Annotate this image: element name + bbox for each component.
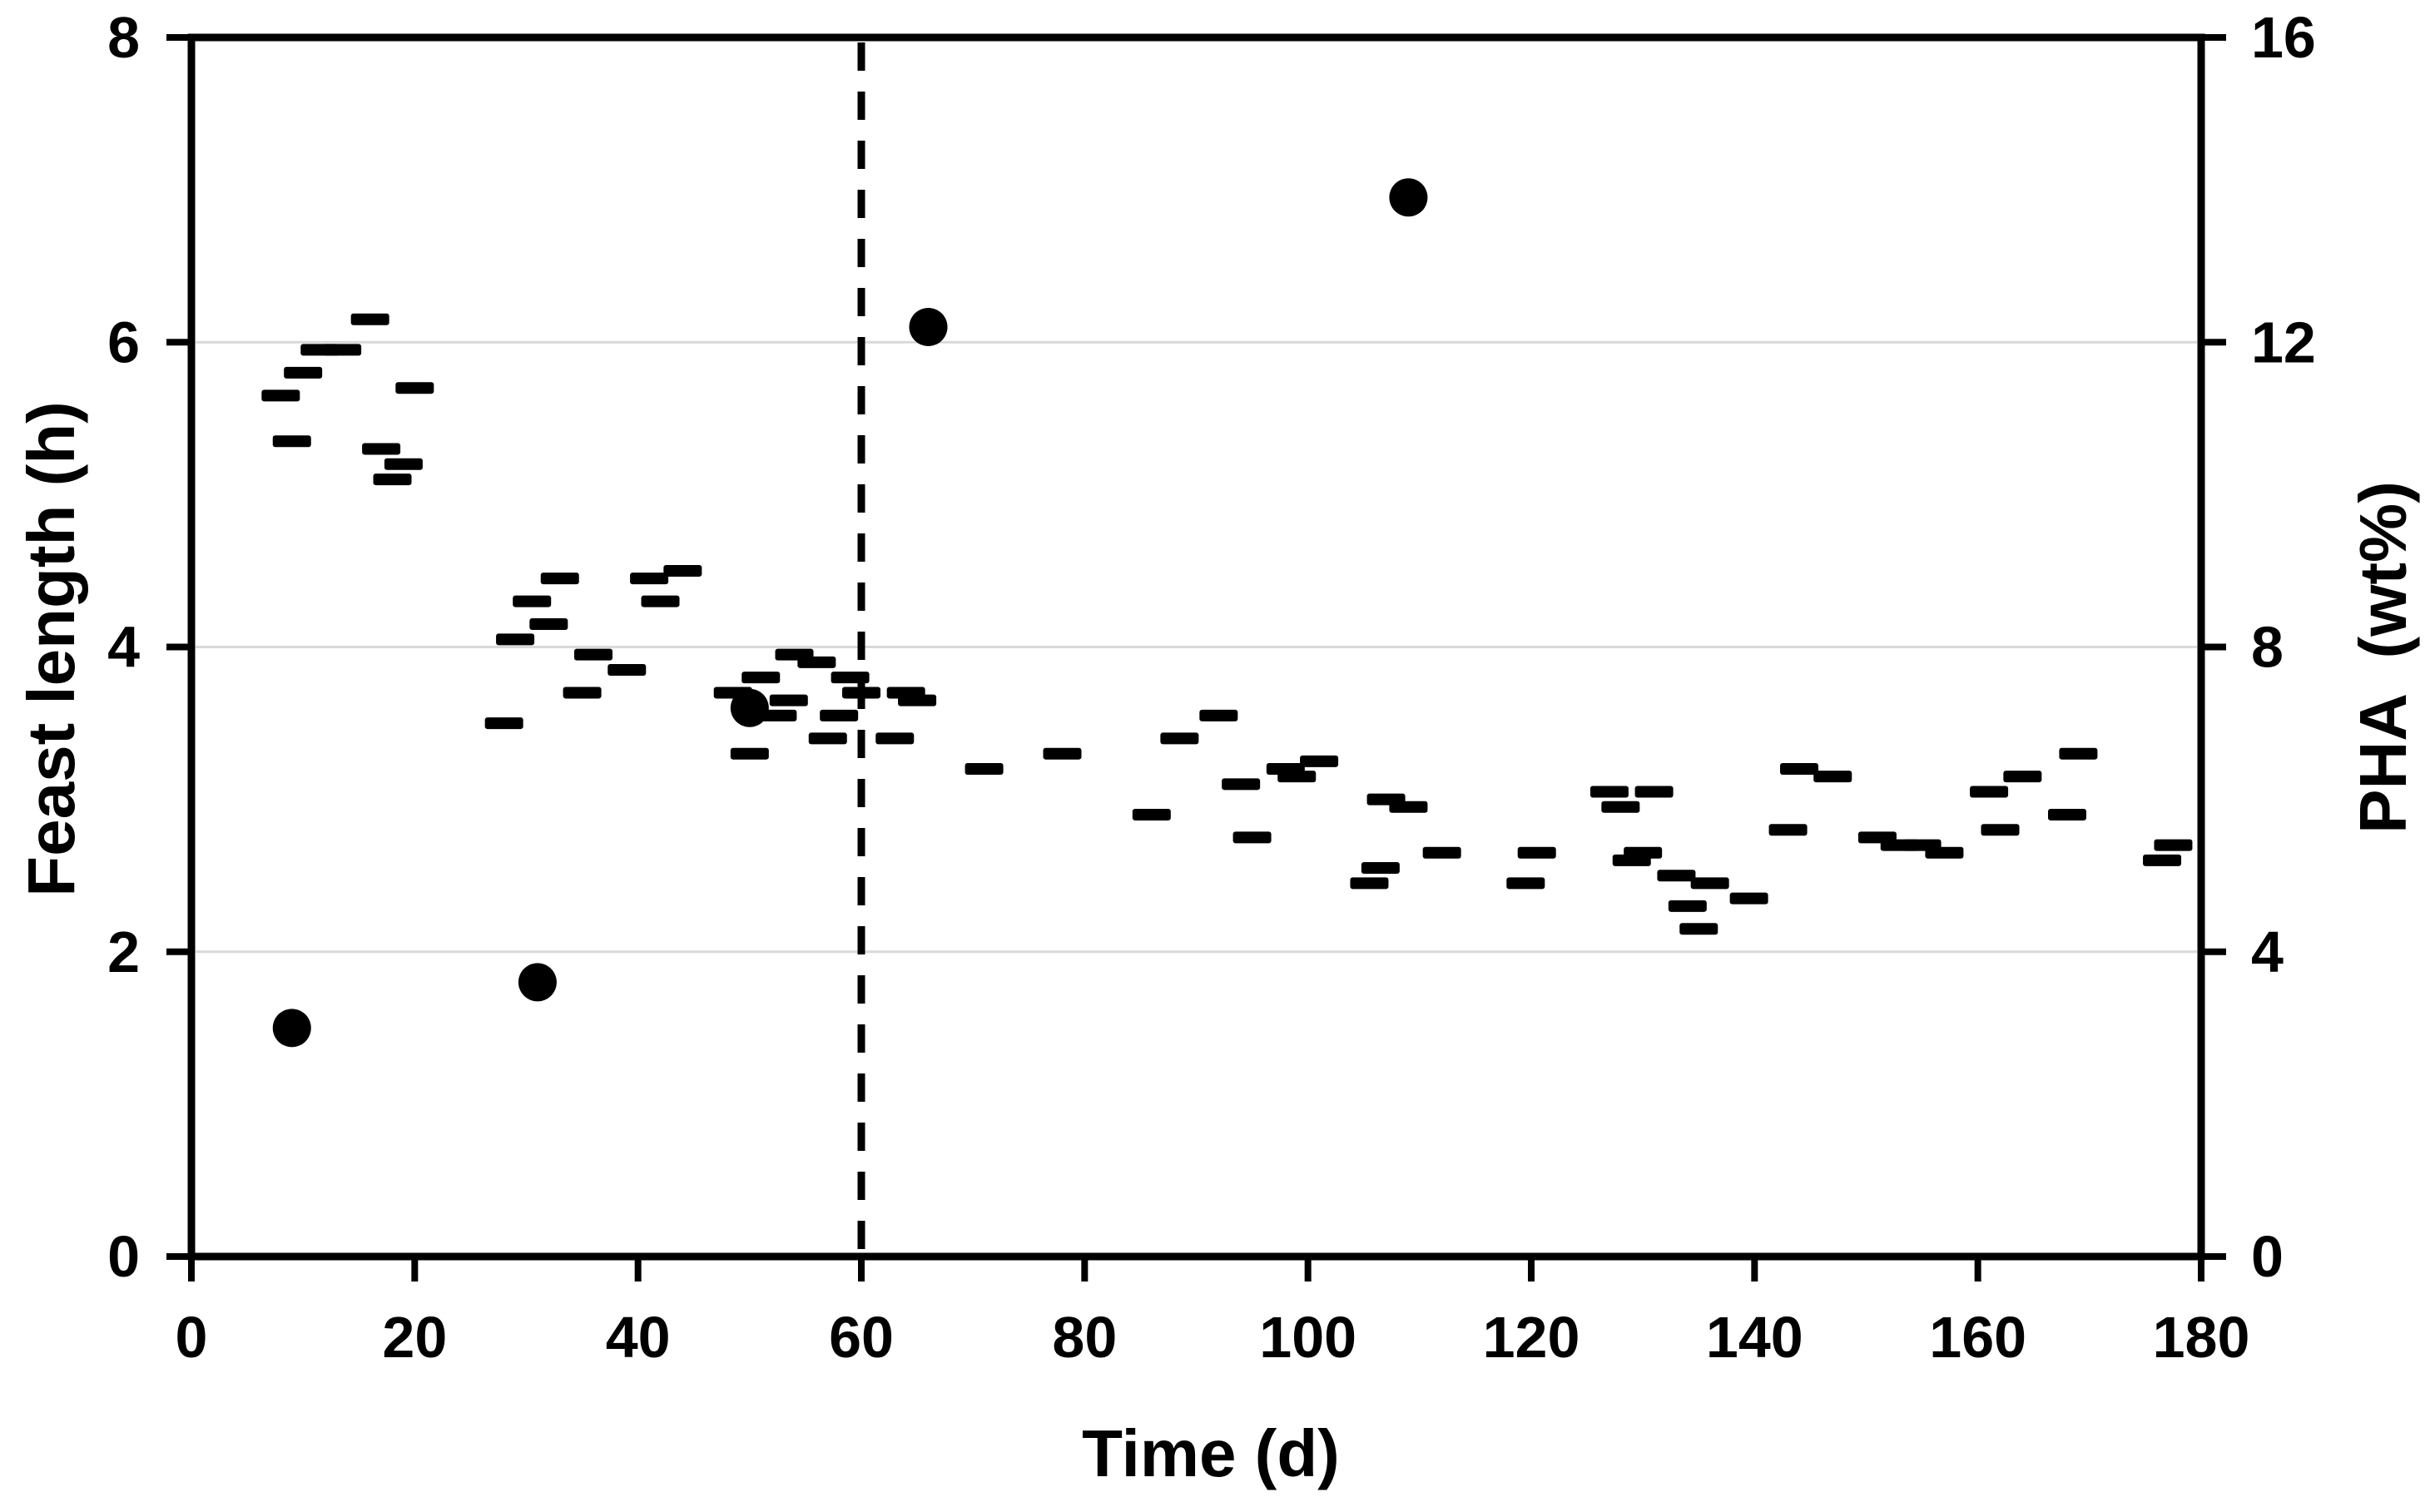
feast-length-dash-marker: [1277, 771, 1317, 783]
feast-length-dash-marker: [831, 672, 870, 684]
feast-length-dash-marker: [1729, 892, 1768, 905]
feast-length-dash-marker: [1361, 862, 1400, 875]
feast-length-dash-marker: [1768, 824, 1808, 836]
feast-length-dash-marker: [820, 709, 859, 721]
feast-length-dash-marker: [663, 564, 702, 577]
x-tick-label: 160: [1929, 1305, 2026, 1370]
feast-length-dash-marker: [1780, 763, 1818, 775]
feast-length-dash-marker: [630, 573, 669, 585]
feast-length-dash-marker: [284, 366, 323, 379]
feast-length-dash-marker: [323, 344, 362, 356]
feast-length-dash-marker: [1601, 801, 1640, 813]
x-tick-label: 100: [1259, 1305, 1356, 1370]
right-y-tick-label: 12: [2251, 310, 2316, 374]
left-y-tick-label: 4: [107, 615, 140, 680]
x-axis-title: Time (d): [1082, 1416, 1340, 1490]
right-y-tick-label: 0: [2251, 1224, 2284, 1289]
left-y-tick-label: 2: [107, 920, 140, 984]
pha-circle-marker: [1389, 178, 1428, 217]
x-tick-label: 120: [1483, 1305, 1580, 1370]
feast-length-dash-marker: [1624, 846, 1663, 859]
feast-length-dash-marker: [1389, 801, 1428, 813]
right-y-axis-title: PHA (wt%): [2346, 481, 2420, 834]
x-tick-label: 140: [1706, 1305, 1803, 1370]
feast-length-dash-marker: [563, 687, 602, 699]
feast-length-dash-marker: [1925, 846, 1964, 859]
pha-circle-marker: [518, 963, 557, 1002]
feast-length-dash-marker: [608, 663, 647, 676]
feast-length-dash-marker: [1690, 877, 1729, 890]
feast-length-dash-marker: [1232, 831, 1272, 844]
feast-length-dash-marker: [362, 443, 401, 455]
x-tick-label: 20: [382, 1305, 447, 1370]
feast-length-dash-marker: [1634, 786, 1674, 798]
right-y-tick-label: 4: [2251, 920, 2284, 984]
feast-length-dash-marker: [1132, 808, 1171, 820]
feast-length-dash-marker: [2059, 747, 2098, 760]
feast-length-dash-marker: [875, 732, 915, 745]
feast-length-dash-marker: [1199, 709, 1238, 721]
pha-circle-marker: [909, 307, 948, 346]
feast-length-dash-marker: [1970, 786, 2009, 798]
feast-length-dash-marker: [484, 717, 523, 730]
feast-length-dash-marker: [496, 633, 535, 646]
feast-length-dash-marker: [808, 732, 847, 745]
feast-length-dash-marker: [2154, 839, 2193, 851]
feast-length-dash-marker: [741, 672, 781, 684]
feast-length-dash-marker: [2003, 771, 2042, 783]
feast-length-dash-marker: [842, 687, 880, 699]
feast-length-dash-marker: [1981, 824, 2020, 836]
right-y-tick-label: 8: [2251, 615, 2284, 680]
pha-circle-marker: [272, 1009, 311, 1048]
feast-length-dash-marker: [1160, 732, 1199, 745]
x-tick-label: 60: [829, 1305, 894, 1370]
feast-length-dash-marker: [1517, 846, 1556, 859]
feast-length-dash-marker: [1222, 778, 1261, 791]
feast-length-dash-marker: [2048, 808, 2086, 820]
feast-length-dash-marker: [1506, 877, 1545, 890]
feast-length-dash-marker: [513, 595, 552, 607]
feast-length-dash-marker: [529, 618, 568, 631]
feast-length-dash-marker: [1679, 923, 1718, 935]
left-y-tick-label: 6: [107, 310, 140, 374]
feast-length-dash-marker: [1813, 771, 1852, 783]
feast-length-dash-marker: [350, 313, 389, 325]
feast-length-dash-marker: [769, 694, 808, 706]
feast-length-dash-marker: [730, 747, 769, 760]
feast-length-dash-marker: [1043, 747, 1082, 760]
feast-length-dash-marker: [898, 694, 937, 706]
x-tick-label: 0: [176, 1305, 208, 1370]
feast-length-dash-marker: [1589, 786, 1629, 798]
feast-length-dash-marker: [1657, 870, 1696, 882]
feast-length-dash-marker: [384, 458, 423, 470]
feast-length-dash-marker: [395, 382, 434, 394]
x-tick-label: 180: [2153, 1305, 2250, 1370]
feast-length-dash-marker: [574, 648, 612, 661]
feast-length-dash-marker: [965, 763, 1004, 775]
feast-length-dash-marker: [1300, 755, 1339, 767]
feast-length-dash-marker: [641, 595, 680, 607]
feast-length-dash-marker: [540, 573, 579, 585]
feast-length-dash-marker: [2143, 854, 2182, 866]
feast-length-dash-marker: [272, 435, 311, 448]
left-y-tick-label: 8: [107, 5, 140, 70]
feast-length-dash-marker: [261, 389, 300, 402]
feast-length-dash-marker: [373, 473, 412, 486]
feast-length-dash-marker: [1350, 877, 1389, 890]
x-tick-label: 40: [606, 1305, 671, 1370]
pha-circle-marker: [730, 688, 769, 727]
left-y-tick-label: 0: [107, 1224, 140, 1289]
x-tick-label: 80: [1052, 1305, 1117, 1370]
feast-length-dash-marker: [1422, 846, 1461, 859]
feast-length-dash-marker: [1668, 900, 1707, 912]
feast-length-dash-marker: [797, 656, 836, 668]
left-y-axis-title: Feast length (h): [14, 401, 88, 897]
right-y-tick-label: 16: [2251, 5, 2316, 70]
